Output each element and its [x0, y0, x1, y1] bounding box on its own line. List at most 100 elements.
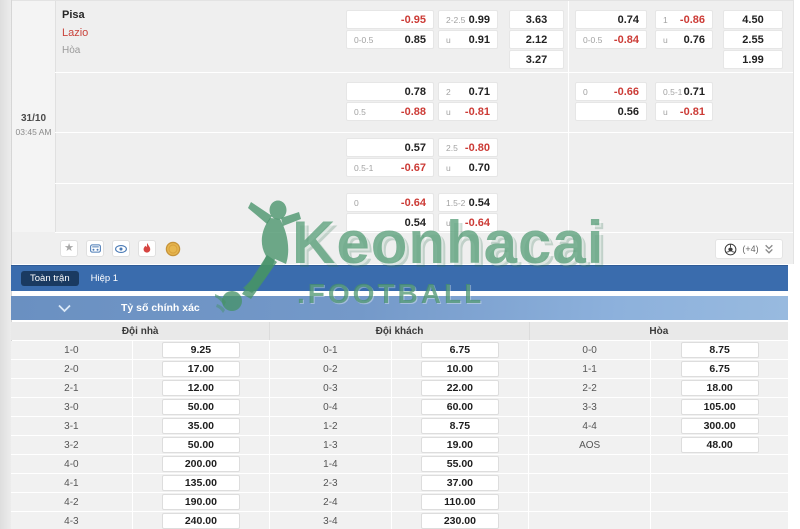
odds-line: 0.5 [354, 106, 366, 117]
odds-1x2-draw[interactable]: 1.99 [723, 50, 783, 69]
odds-over[interactable]: 0.5-1 0.71 [655, 82, 713, 101]
tab-first-half[interactable]: Hiệp 1 [90, 273, 119, 284]
odds-hdp-home[interactable]: 0 -0.64 [346, 193, 434, 212]
odds-under[interactable]: u -0.81 [438, 102, 498, 121]
odds-hdp-away[interactable]: 0.56 [575, 102, 647, 121]
odds-line: u [446, 106, 451, 117]
divider [55, 132, 793, 133]
score-odds[interactable]: 19.00 [420, 437, 499, 453]
odds-hdp-home[interactable]: 0.57 [346, 138, 434, 157]
odds-hdp-away[interactable]: 0.5-1 -0.67 [346, 158, 434, 177]
tab-full-match[interactable]: Toàn trận [21, 271, 79, 286]
score-odds[interactable]: 17.00 [161, 361, 240, 377]
coin-button[interactable] [164, 240, 182, 257]
score-odds[interactable]: 6.75 [680, 361, 759, 377]
odds-line: 0-0.5 [354, 34, 374, 45]
score-odds[interactable]: 300.00 [680, 418, 759, 434]
score-label: 0-2 [270, 360, 392, 378]
odds-value: 0.99 [468, 13, 490, 26]
odds-1x2-home[interactable]: 4.50 [723, 10, 783, 29]
score-odds[interactable]: 8.75 [680, 342, 759, 358]
score-odds[interactable]: 240.00 [161, 513, 240, 529]
odds-value: 1.99 [742, 53, 764, 66]
header-draw: Hòa [649, 325, 669, 337]
more-odds-toggle[interactable]: (+4) [715, 239, 783, 259]
score-odds[interactable]: 12.00 [161, 380, 240, 396]
odds-line: 0-0.5 [583, 34, 603, 45]
odds-over[interactable]: 2.5 -0.80 [438, 138, 498, 157]
odds-value: -0.66 [613, 85, 639, 98]
odds-over[interactable]: 1.5-2 0.54 [438, 193, 498, 212]
score-label: 1-3 [270, 436, 392, 454]
score-odds[interactable]: 9.25 [161, 342, 240, 358]
bet-ticket-button[interactable] [86, 240, 104, 257]
score-label: 2-3 [270, 474, 392, 492]
odds-1x2-draw[interactable]: 3.27 [509, 50, 564, 69]
odds-1x2-away[interactable]: 2.12 [509, 30, 564, 49]
watch-button[interactable] [112, 240, 130, 257]
odds-over[interactable]: 2-2.5 0.99 [438, 10, 498, 29]
score-odds[interactable]: 200.00 [161, 456, 240, 472]
score-odds[interactable]: 190.00 [161, 494, 240, 510]
hot-match-button[interactable] [138, 240, 156, 257]
away-team-name[interactable]: Lazio [62, 27, 89, 39]
score-label: 1-1 [529, 360, 652, 378]
odds-value: 0.54 [468, 196, 490, 209]
odds-hdp-away[interactable]: 0-0.5 -0.84 [575, 30, 647, 49]
home-team-name[interactable]: Pisa [62, 9, 85, 21]
score-odds[interactable]: 8.75 [420, 418, 499, 434]
score-odds[interactable]: 55.00 [420, 456, 499, 472]
odds-hdp-home[interactable]: 0.78 [346, 82, 434, 101]
correct-score-section-header[interactable]: Tỷ số chính xác [11, 296, 788, 320]
score-odds[interactable]: 105.00 [680, 399, 759, 415]
score-row: 2-1 12.00 0-3 22.00 2-2 18.00 [11, 379, 788, 398]
star-icon: ★ [64, 242, 74, 254]
odds-hdp-away[interactable]: 0-0.5 0.85 [346, 30, 434, 49]
odds-over[interactable]: 1 -0.86 [655, 10, 713, 29]
odds-1x2-away[interactable]: 2.55 [723, 30, 783, 49]
score-row: 4-3 240.00 3-4 230.00 [11, 512, 788, 529]
score-label: 0-0 [529, 341, 652, 359]
odds-over[interactable]: 2 0.71 [438, 82, 498, 101]
score-odds[interactable]: 230.00 [420, 513, 499, 529]
odds-line: 1 [663, 14, 668, 25]
odds-value: 0.56 [617, 105, 639, 118]
score-odds[interactable]: 135.00 [161, 475, 240, 491]
odds-under[interactable]: u 0.91 [438, 30, 498, 49]
score-odds[interactable]: 50.00 [161, 437, 240, 453]
score-odds[interactable]: 48.00 [680, 437, 759, 453]
score-odds[interactable]: 50.00 [161, 399, 240, 415]
divider [55, 72, 793, 73]
odds-hdp-away[interactable]: 0.54 [346, 213, 434, 232]
odds-value: 0.70 [468, 161, 490, 174]
score-odds[interactable]: 6.75 [420, 342, 499, 358]
odds-1x2-home[interactable]: 3.63 [509, 10, 564, 29]
score-odds[interactable]: 35.00 [161, 418, 240, 434]
score-odds[interactable]: 60.00 [420, 399, 499, 415]
header-home: Đội nhà [11, 322, 271, 340]
odds-value: 0.85 [404, 33, 426, 46]
odds-line: 1.5-2 [446, 197, 466, 208]
score-row: 4-2 190.00 2-4 110.00 [11, 493, 788, 512]
odds-under[interactable]: u -0.81 [655, 102, 713, 121]
score-odds[interactable]: 18.00 [680, 380, 759, 396]
odds-value: -0.81 [464, 105, 490, 118]
favorite-button[interactable]: ★ [60, 240, 78, 257]
odds-hdp-home[interactable]: 0.74 [575, 10, 647, 29]
section-title: Tỷ số chính xác [121, 302, 200, 314]
odds-value: -0.95 [400, 13, 426, 26]
score-odds[interactable]: 110.00 [420, 494, 499, 510]
odds-hdp-home[interactable]: 0 -0.66 [575, 82, 647, 101]
odds-line: u [663, 34, 668, 45]
odds-under[interactable]: u 0.70 [438, 158, 498, 177]
header-away: Đội khách [270, 322, 530, 340]
odds-hdp-home[interactable]: -0.95 [346, 10, 434, 29]
odds-value: 2.12 [525, 33, 548, 46]
odds-under[interactable]: u -0.64 [438, 213, 498, 232]
odds-hdp-away[interactable]: 0.5 -0.88 [346, 102, 434, 121]
score-odds[interactable]: 10.00 [420, 361, 499, 377]
match-kickoff-time: 03:45 AM [15, 127, 52, 137]
score-odds[interactable]: 22.00 [420, 380, 499, 396]
score-odds[interactable]: 37.00 [420, 475, 499, 491]
odds-under[interactable]: u 0.76 [655, 30, 713, 49]
